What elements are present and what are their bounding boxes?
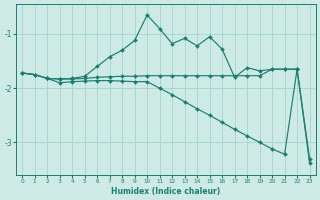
X-axis label: Humidex (Indice chaleur): Humidex (Indice chaleur): [111, 187, 220, 196]
